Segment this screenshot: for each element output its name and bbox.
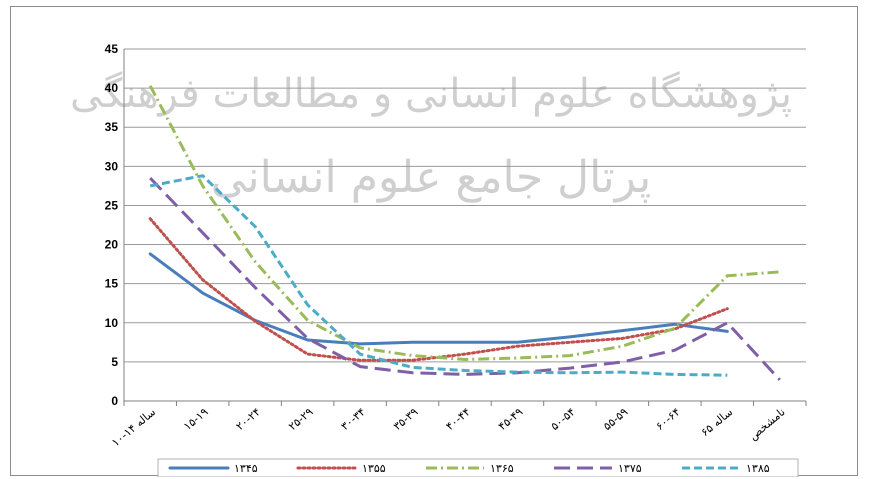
x-tick-label: نامشخص <box>747 405 788 442</box>
x-tick-label: ۳۵-۳۹ <box>391 405 421 433</box>
x-axis: ۱۰-۱۴ ساله ۱۵-۱۹ ۲۰-۲۴ ۲۵-۲۹ ۳۰-۳۴ ۳۵-۳۹ ۴۰-۴۴… <box>109 400 807 449</box>
y-tick-label: 5 <box>111 355 118 369</box>
watermark: پژوهشگاه علوم انسانی و مطالعات فرهنگی پر… <box>70 71 792 203</box>
series-line-2 <box>148 217 729 362</box>
legend-label: ۱۳۵۵ <box>362 462 386 475</box>
x-tick-label: ۶۰-۶۴ <box>653 405 683 433</box>
chart-frame: پژوهشگاه علوم انسانی و مطالعات فرهنگی پر… <box>10 6 858 477</box>
legend-label: ۱۳۶۵ <box>490 462 514 475</box>
y-tick-label: 40 <box>105 81 119 95</box>
y-tick-label: 30 <box>105 159 119 173</box>
y-tick-label: 35 <box>105 120 119 134</box>
x-tick-label: ۱۵-۱۹ <box>181 405 211 433</box>
legend-label: ۱۳۸۵ <box>746 462 770 475</box>
y-tick-label: 20 <box>105 238 119 252</box>
gridlines <box>124 48 806 363</box>
x-tick-label: ۲۵-۲۹ <box>286 405 316 433</box>
watermark-line-1: پژوهشگاه علوم انسانی و مطالعات فرهنگی <box>70 71 792 117</box>
y-tick-label: 25 <box>105 198 119 212</box>
y-tick-label: 15 <box>105 277 119 291</box>
y-tick-label: 10 <box>105 316 119 330</box>
y-tick-label: 0 <box>111 394 118 408</box>
y-tick-label: 45 <box>105 42 119 56</box>
x-tick-label: ۵۰-۵۴ <box>548 405 578 433</box>
line-chart: پژوهشگاه علوم انسانی و مطالعات فرهنگی پر… <box>70 42 807 477</box>
x-tick-label: ۵۵-۵۹ <box>601 405 631 433</box>
series-line-5 <box>149 174 728 377</box>
x-tick-label: ۴۵-۴۹ <box>496 405 526 433</box>
legend-label: ۱۳۷۵ <box>618 462 642 475</box>
series-lines <box>148 85 781 381</box>
y-axis: 0 5 10 15 20 25 30 35 40 45 <box>105 42 125 408</box>
legend: ۱۳۴۵ ۱۳۵۵ ۱۳۶۵ ۱۳۷۵ ۱۳۸۵ <box>157 458 799 477</box>
series-line-4 <box>149 177 781 381</box>
x-tick-label: ۳۰-۳۴ <box>338 405 368 433</box>
x-tick-label: ۱۰-۱۴ ساله <box>109 405 158 449</box>
series-line-3 <box>148 85 780 361</box>
x-tick-label: ۶۵ ساله <box>698 405 735 439</box>
x-tick-label: ۴۰-۴۴ <box>443 405 473 433</box>
legend-label: ۱۳۴۵ <box>234 462 258 475</box>
x-tick-label: ۲۰-۲۴ <box>234 405 264 433</box>
watermark-line-2: پرتال جامع علوم انسانی <box>211 152 652 203</box>
